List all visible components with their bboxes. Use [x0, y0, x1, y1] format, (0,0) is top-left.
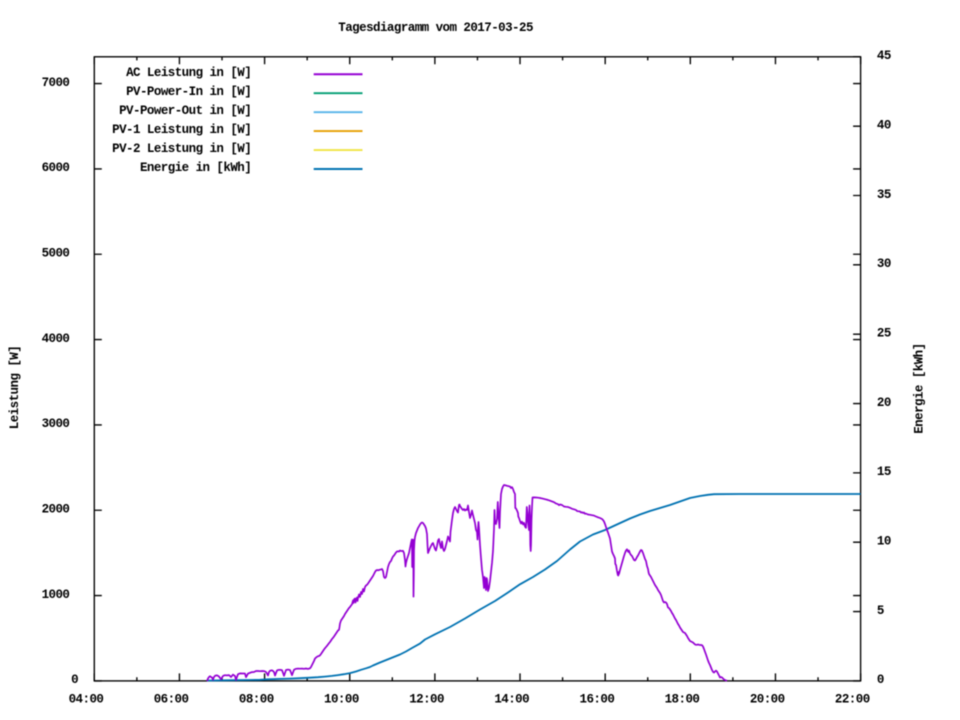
svg-text:Energie [kWh]: Energie [kWh] [912, 343, 926, 433]
svg-text:22:00: 22:00 [835, 693, 870, 707]
svg-text:5000: 5000 [42, 247, 70, 261]
svg-text:20: 20 [877, 396, 891, 410]
svg-text:18:00: 18:00 [665, 693, 700, 707]
svg-text:06:00: 06:00 [154, 693, 189, 707]
svg-text:15: 15 [877, 465, 891, 479]
svg-text:Leistung [W]: Leistung [W] [8, 346, 22, 429]
svg-text:PV-2 Leistung in [W]: PV-2 Leistung in [W] [112, 142, 251, 156]
svg-text:3000: 3000 [42, 417, 70, 431]
svg-text:PV-Power-In in [W]: PV-Power-In in [W] [126, 85, 251, 99]
svg-text:1000: 1000 [42, 588, 70, 602]
svg-text:16:00: 16:00 [580, 693, 615, 707]
svg-text:0: 0 [877, 673, 884, 687]
svg-text:08:00: 08:00 [239, 693, 274, 707]
svg-text:12:00: 12:00 [409, 693, 444, 707]
svg-text:10:00: 10:00 [324, 693, 359, 707]
svg-text:45: 45 [877, 49, 891, 63]
svg-text:2000: 2000 [42, 503, 70, 517]
svg-text:04:00: 04:00 [69, 693, 104, 707]
svg-text:20:00: 20:00 [750, 693, 785, 707]
svg-text:25: 25 [877, 327, 891, 341]
svg-text:7000: 7000 [42, 76, 70, 90]
svg-text:6000: 6000 [42, 161, 70, 175]
svg-text:14:00: 14:00 [494, 693, 529, 707]
svg-text:Energie in [kWh]: Energie in [kWh] [140, 161, 251, 175]
svg-text:30: 30 [877, 257, 891, 271]
svg-text:PV-1 Leistung in [W]: PV-1 Leistung in [W] [112, 123, 251, 137]
svg-text:5: 5 [877, 604, 884, 618]
svg-text:PV-Power-Out in [W]: PV-Power-Out in [W] [119, 104, 251, 118]
svg-text:35: 35 [877, 188, 891, 202]
svg-text:40: 40 [877, 118, 891, 132]
svg-text:Tagesdiagramm vom 2017-03-25: Tagesdiagramm vom 2017-03-25 [338, 21, 533, 35]
svg-text:0: 0 [71, 673, 78, 687]
svg-text:AC Leistung in [W]: AC Leistung in [W] [126, 66, 251, 80]
svg-text:10: 10 [877, 535, 891, 549]
svg-text:4000: 4000 [42, 332, 70, 346]
